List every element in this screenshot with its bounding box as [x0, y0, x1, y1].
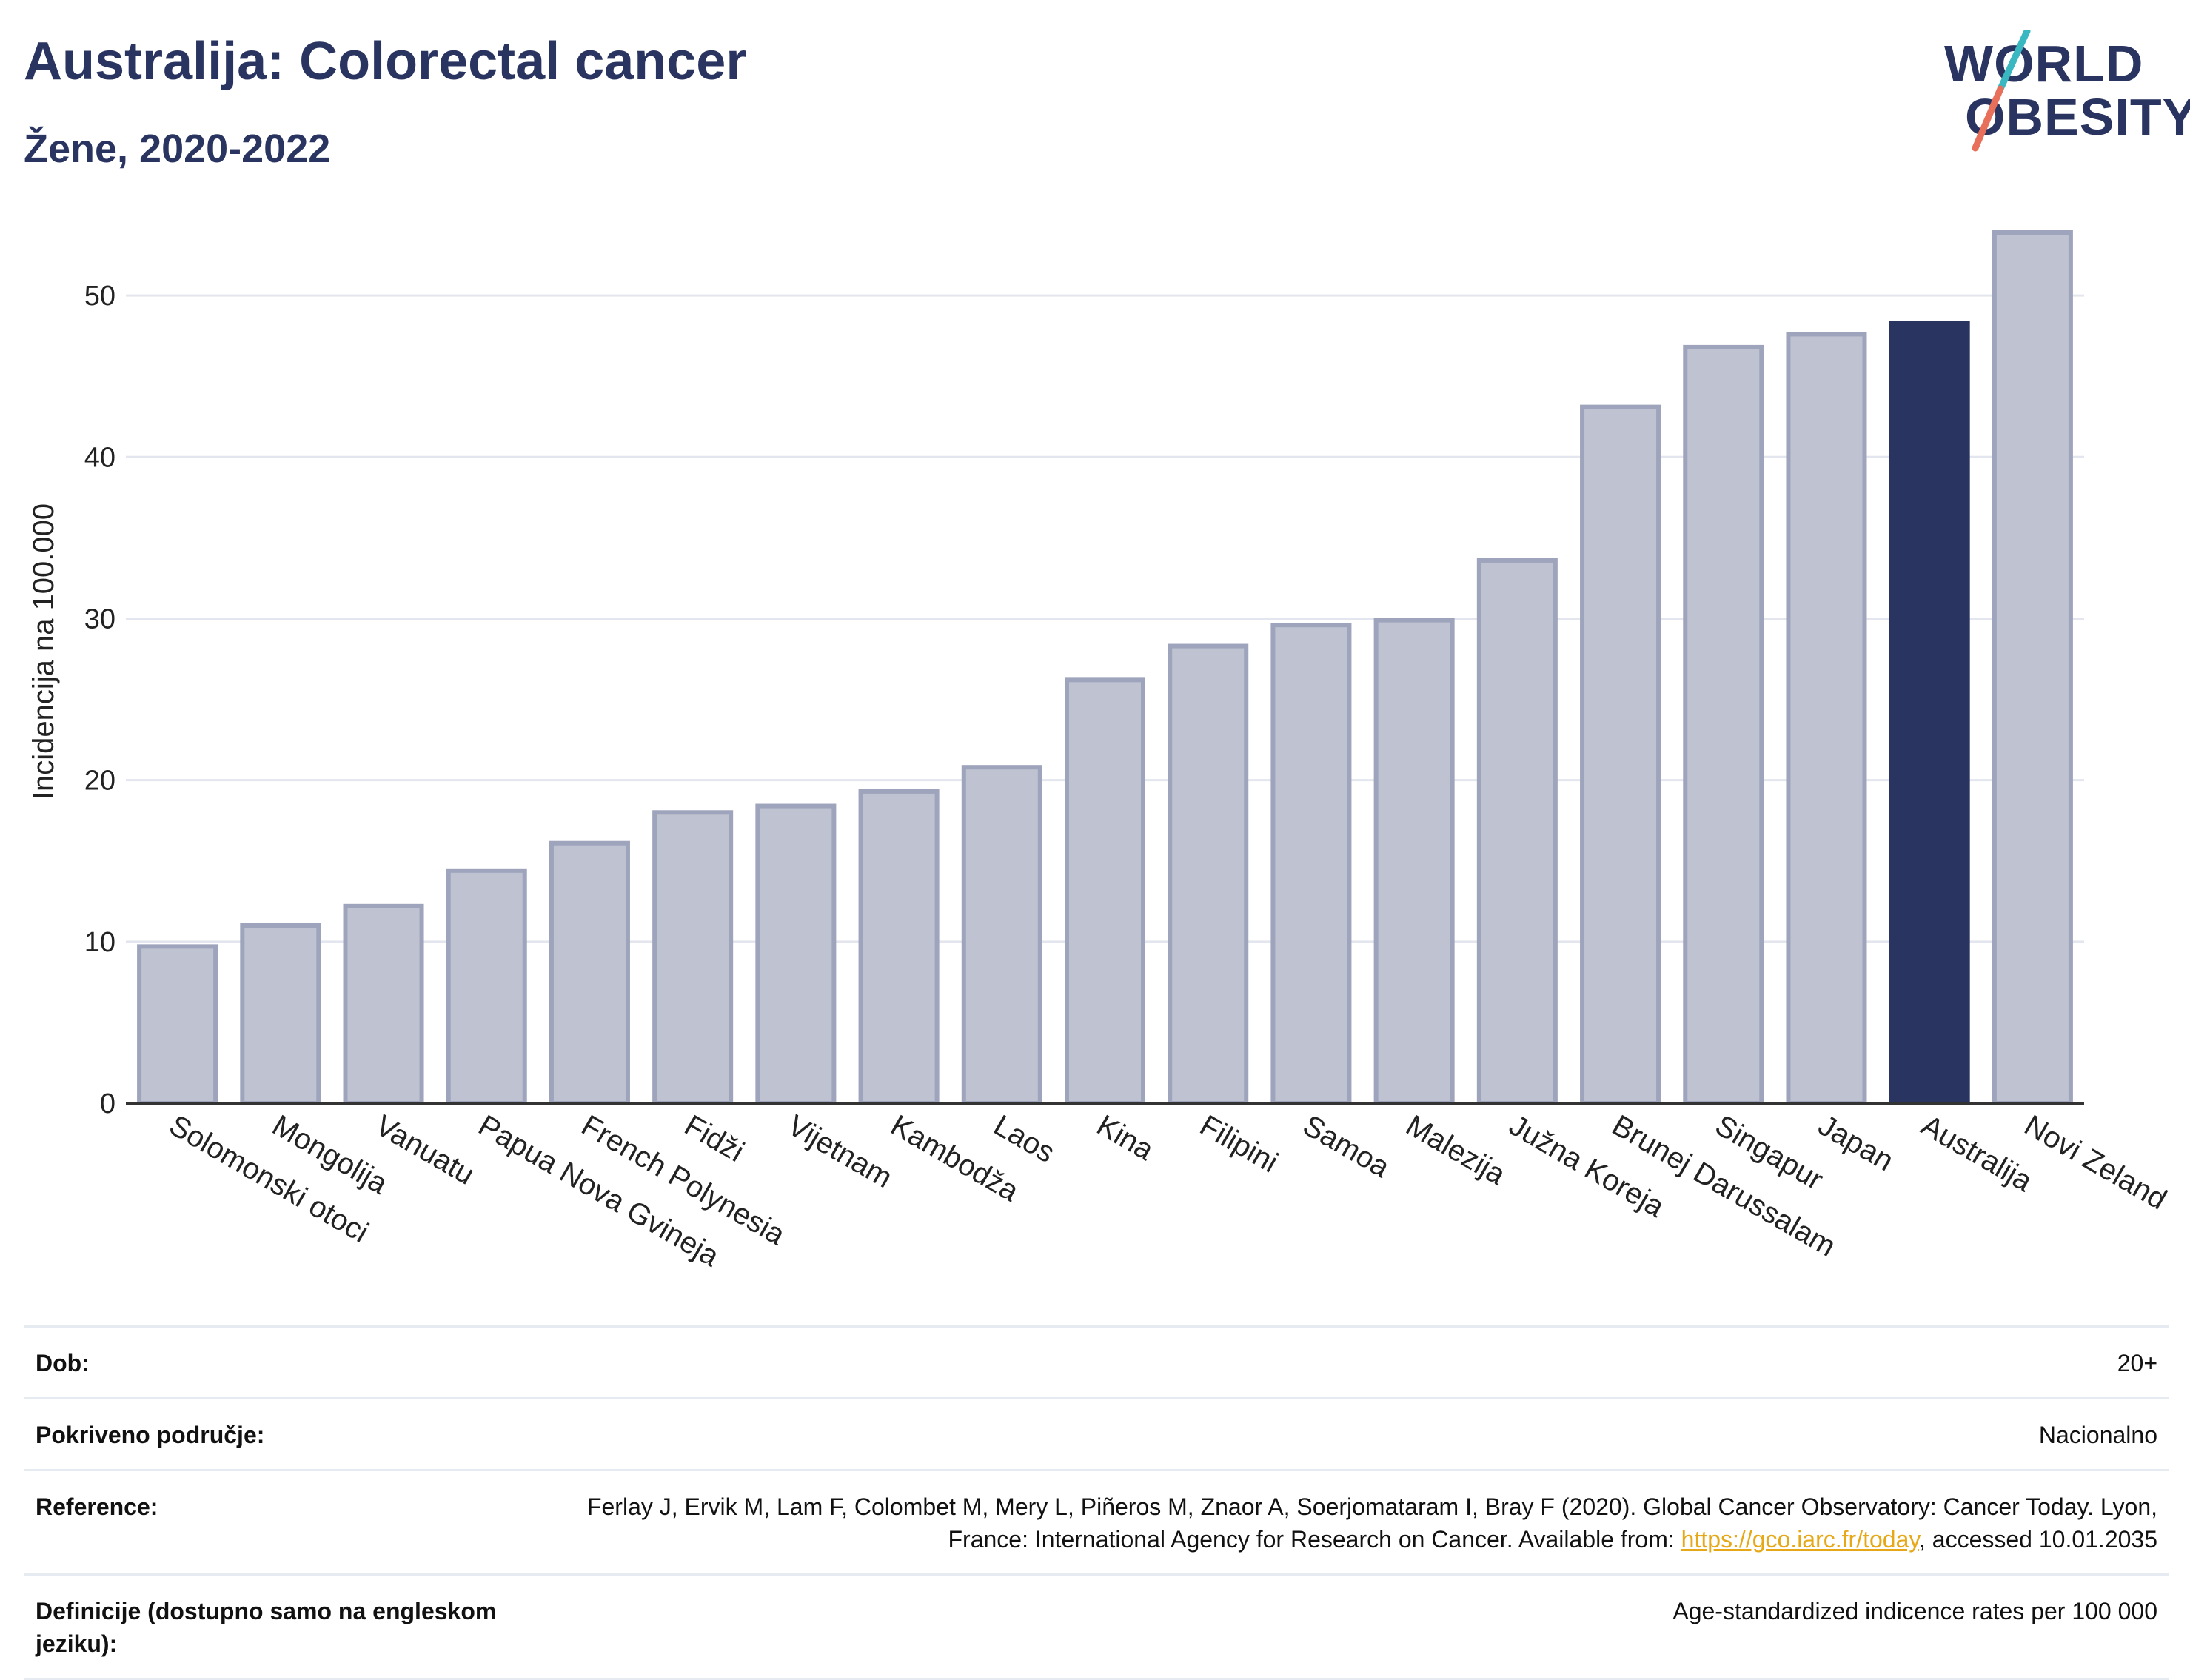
bar-laos[interactable]	[961, 765, 1042, 1105]
bar-australija[interactable]	[1889, 321, 1970, 1106]
x-tick-label: Filipini	[1194, 1109, 1283, 1179]
bars	[126, 230, 2084, 1106]
bar-fidži[interactable]	[652, 810, 734, 1105]
y-tick-label: 10	[84, 927, 115, 958]
logo-text-obesity: OBESITY	[1965, 88, 2190, 146]
y-tick-label: 50	[84, 281, 115, 312]
info-row-reference: Reference: Ferlay J, Ervik M, Lam F, Col…	[24, 1469, 2169, 1573]
y-axis-title: Incidencija na 100.000	[27, 503, 60, 800]
reference-link[interactable]: https://gco.iarc.fr/today	[1681, 1526, 1919, 1553]
logo-slash-icon	[1972, 30, 2031, 152]
bar-južna-koreja[interactable]	[1476, 558, 1558, 1105]
x-tick-label: Kina	[1091, 1109, 1159, 1168]
x-tick-label: Australija	[1916, 1109, 2038, 1199]
info-value-coverage: Nacionalno	[2038, 1422, 2157, 1448]
x-tick-label: Laos	[988, 1109, 1060, 1169]
info-label-reference: Reference:	[36, 1493, 158, 1520]
bar-papua-nova-gvineja[interactable]	[446, 868, 527, 1105]
y-axis-ticks: 0 10 20 30 40 50	[84, 281, 115, 1120]
info-label-age: Dob:	[36, 1350, 90, 1376]
bar-french-polynesia[interactable]	[549, 840, 630, 1106]
info-row-definitions: Definicije (dostupno samo na engleskom j…	[24, 1573, 2169, 1680]
info-value-age: 20+	[2117, 1350, 2157, 1376]
bar-chart: 0 10 20 30 40 50 Solomonski otociMongolijaVan…	[27, 230, 2172, 1274]
y-tick-label: 20	[84, 766, 115, 797]
bar-vijetnam[interactable]	[755, 803, 837, 1106]
x-tick-label: Samoa	[1297, 1109, 1395, 1185]
bar-kina[interactable]	[1064, 677, 1146, 1105]
chart-subtitle: Žene, 2020-2022	[24, 127, 331, 171]
info-value-reference: Ferlay J, Ervik M, Lam F, Colombet M, Me…	[566, 1490, 2157, 1556]
x-tick-label: Novi Zeland	[2019, 1109, 2172, 1217]
x-tick-label: Vijetnam	[782, 1109, 897, 1195]
info-label-coverage: Pokriveno područje:	[36, 1422, 265, 1448]
y-tick-label: 40	[84, 442, 115, 473]
reference-accessed: , accessed 10.01.2035	[1918, 1526, 2157, 1553]
bar-singapur[interactable]	[1683, 344, 1764, 1105]
bar-samoa[interactable]	[1270, 623, 1352, 1105]
bar-kambodža[interactable]	[858, 789, 940, 1106]
bar-filipini[interactable]	[1168, 643, 1249, 1105]
y-tick-label: 30	[84, 603, 115, 635]
chart-title: Australija: Colorectal cancer	[24, 32, 747, 91]
info-table: Dob: 20+ Pokriveno područje: Nacionalno …	[24, 1325, 2169, 1680]
y-tick-label: 0	[100, 1088, 115, 1120]
info-row-coverage: Pokriveno područje: Nacionalno	[24, 1397, 2169, 1469]
bar-malezija[interactable]	[1373, 618, 1455, 1105]
logo-text-world: WORLD	[1944, 35, 2144, 93]
reference-text: Ferlay J, Ervik M, Lam F, Colombet M, Me…	[586, 1493, 2157, 1553]
info-row-age: Dob: 20+	[24, 1325, 2169, 1397]
bar-brunej-darussalam[interactable]	[1580, 404, 1661, 1105]
info-value-definitions: Age-standardized indicence rates per 100…	[1672, 1598, 2157, 1624]
bar-japan[interactable]	[1786, 332, 1867, 1105]
x-tick-label: Fidži	[679, 1109, 749, 1168]
bar-mongolija[interactable]	[240, 923, 321, 1105]
info-label-definitions: Definicije (dostupno samo na engleskom j…	[36, 1598, 497, 1657]
world-obesity-logo[interactable]: WORLD OBESITY	[1940, 30, 2190, 155]
bar-solomonski-otoci[interactable]	[137, 944, 218, 1106]
bar-novi-zeland[interactable]	[1992, 230, 2073, 1105]
bar-vanuatu[interactable]	[343, 903, 424, 1105]
x-tick-label: Malezija	[1401, 1109, 1512, 1192]
